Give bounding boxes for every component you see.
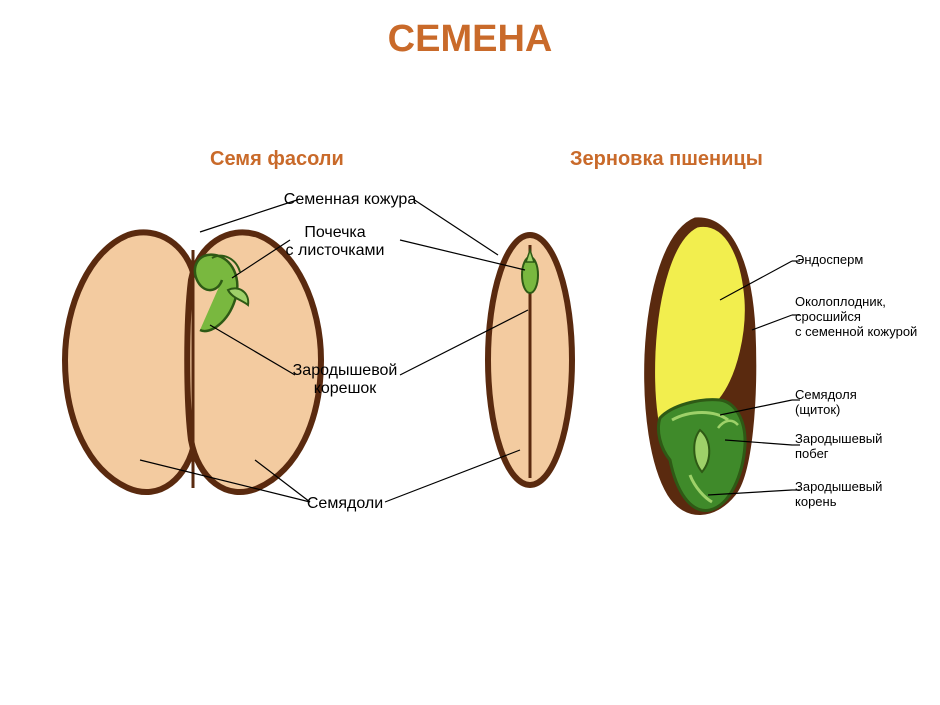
label-plumule: Почечкас листочками [245, 224, 425, 261]
label-endosperm: Эндосперм [795, 253, 940, 268]
label-root: Зародышевыйкорень [795, 480, 940, 510]
label-seed-coat: Семенная кожура [260, 191, 440, 209]
label-radicle: Зародышевойкорешок [255, 362, 435, 399]
bean-seed-side [488, 235, 572, 485]
label-pericarp: Околоплодник,сросшийсяс семенной кожурой [795, 295, 940, 340]
diagram-canvas [0, 0, 940, 705]
wheat-grain [645, 218, 756, 515]
label-shoot: Зародышевыйпобег [795, 432, 940, 462]
label-scutellum: Семядоля(щиток) [795, 388, 940, 418]
label-cotyledons: Семядоли [255, 495, 435, 513]
